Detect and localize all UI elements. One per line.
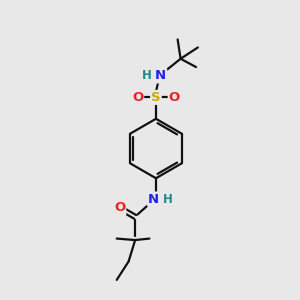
- Text: S: S: [151, 91, 161, 104]
- Text: O: O: [169, 91, 180, 104]
- Text: H: H: [142, 70, 152, 83]
- Text: H: H: [163, 193, 173, 206]
- Text: O: O: [132, 91, 143, 104]
- Text: N: N: [155, 70, 166, 83]
- Text: O: O: [114, 202, 125, 214]
- Text: N: N: [148, 193, 159, 206]
